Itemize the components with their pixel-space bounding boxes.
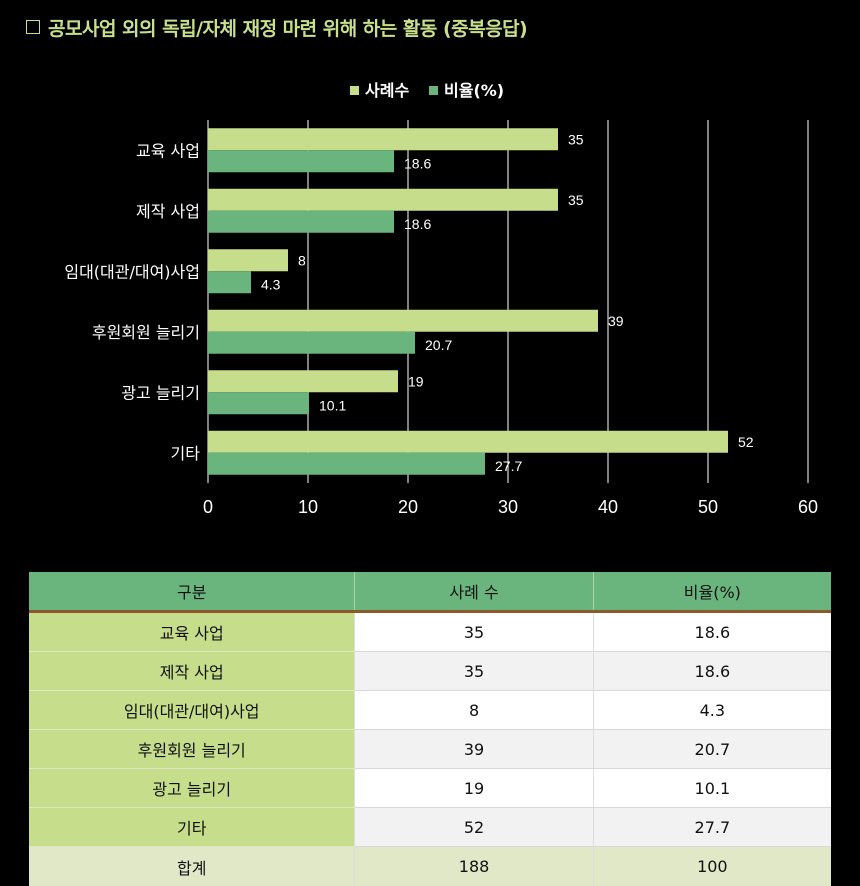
table-row: 교육 사업 35 18.6 <box>29 612 831 652</box>
table-total-ratio: 100 <box>593 847 831 886</box>
x-tick-label: 30 <box>498 497 518 517</box>
table-cell-category: 교육 사업 <box>29 612 355 652</box>
table-cell-count: 19 <box>355 769 593 808</box>
checkbox-square-icon <box>26 20 40 34</box>
table-cell-count: 8 <box>355 691 593 730</box>
data-label: 35 <box>568 131 584 147</box>
table-cell-count: 35 <box>355 652 593 691</box>
table-cell-ratio: 10.1 <box>593 769 831 808</box>
table-row: 제작 사업 35 18.6 <box>29 652 831 691</box>
data-label: 10.1 <box>319 397 346 413</box>
legend-swatch <box>429 86 438 95</box>
table-row: 기타 52 27.7 <box>29 808 831 847</box>
table-cell-count: 39 <box>355 730 593 769</box>
data-label: 18.6 <box>404 216 431 232</box>
data-label: 52 <box>738 434 754 450</box>
table-cell-ratio: 18.6 <box>593 652 831 691</box>
category-label: 임대(대관/대여)사업 <box>64 262 200 281</box>
x-tick-label: 50 <box>698 497 718 517</box>
page-title-text: 공모사업 외의 독립/자체 재정 마련 위해 하는 활동 (중복응답) <box>48 18 527 40</box>
category-label: 제작 사업 <box>136 202 200 221</box>
data-label: 19 <box>408 373 424 389</box>
category-label: 후원회원 늘리기 <box>92 323 200 342</box>
table-cell-count: 52 <box>355 808 593 847</box>
bar-ratio <box>208 211 394 233</box>
table-total-row: 합계 188 100 <box>29 847 831 886</box>
data-label: 18.6 <box>404 155 431 171</box>
bar-count <box>208 370 398 392</box>
data-label: 4.3 <box>261 276 281 292</box>
x-tick-label: 10 <box>298 497 318 517</box>
data-label: 35 <box>568 192 584 208</box>
table-cell-ratio: 18.6 <box>593 612 831 652</box>
table-header-row: 구분 사례 수 비율(%) <box>29 572 831 612</box>
bar-count <box>208 128 558 150</box>
bar-ratio <box>208 332 415 354</box>
table-cell-count: 35 <box>355 612 593 652</box>
legend-label: 비율(%) <box>444 81 504 100</box>
category-label: 기타 <box>171 444 201 463</box>
header-category: 구분 <box>29 572 355 612</box>
header-count: 사례 수 <box>355 572 593 612</box>
table-total-label: 합계 <box>29 847 355 886</box>
table-cell-category: 임대(대관/대여)사업 <box>29 691 355 730</box>
table-cell-ratio: 20.7 <box>593 730 831 769</box>
data-label: 20.7 <box>425 337 452 353</box>
bar-count <box>208 249 288 271</box>
category-label: 광고 늘리기 <box>121 383 200 402</box>
table-total-count: 188 <box>355 847 593 886</box>
bar-ratio <box>208 271 251 293</box>
data-table: 구분 사례 수 비율(%) 교육 사업 35 18.6 제작 사업 35 18.… <box>29 572 831 886</box>
table-cell-ratio: 27.7 <box>593 808 831 847</box>
table-cell-category: 기타 <box>29 808 355 847</box>
table-cell-category: 제작 사업 <box>29 652 355 691</box>
table-row: 후원회원 늘리기 39 20.7 <box>29 730 831 769</box>
bar-count <box>208 310 598 332</box>
table-row: 임대(대관/대여)사업 8 4.3 <box>29 691 831 730</box>
table-cell-category: 광고 늘리기 <box>29 769 355 808</box>
bar-chart: 사례수 비율(%) 0 10 20 30 40 50 60 교육 사업 35 18.6 제작 사업 35 1… <box>0 70 860 530</box>
header-ratio: 비율(%) <box>593 572 831 612</box>
category-label: 교육 사업 <box>136 141 200 160</box>
x-tick-label: 40 <box>598 497 618 517</box>
x-tick-label: 0 <box>203 497 213 517</box>
x-tick-label: 20 <box>398 497 418 517</box>
bar-ratio <box>208 150 394 172</box>
bar-count <box>208 431 728 453</box>
data-label: 27.7 <box>495 458 522 474</box>
x-tick-label: 60 <box>798 497 818 517</box>
table-cell-category: 후원회원 늘리기 <box>29 730 355 769</box>
bar-ratio <box>208 453 485 475</box>
table-cell-ratio: 4.3 <box>593 691 831 730</box>
data-label: 8 <box>298 252 306 268</box>
data-label: 39 <box>608 313 624 329</box>
bar-count <box>208 189 558 211</box>
legend-swatch <box>350 86 359 95</box>
table-row: 광고 늘리기 19 10.1 <box>29 769 831 808</box>
bar-ratio <box>208 392 309 414</box>
legend-label: 사례수 <box>365 81 409 100</box>
page-title: 공모사업 외의 독립/자체 재정 마련 위해 하는 활동 (중복응답) <box>26 14 527 41</box>
